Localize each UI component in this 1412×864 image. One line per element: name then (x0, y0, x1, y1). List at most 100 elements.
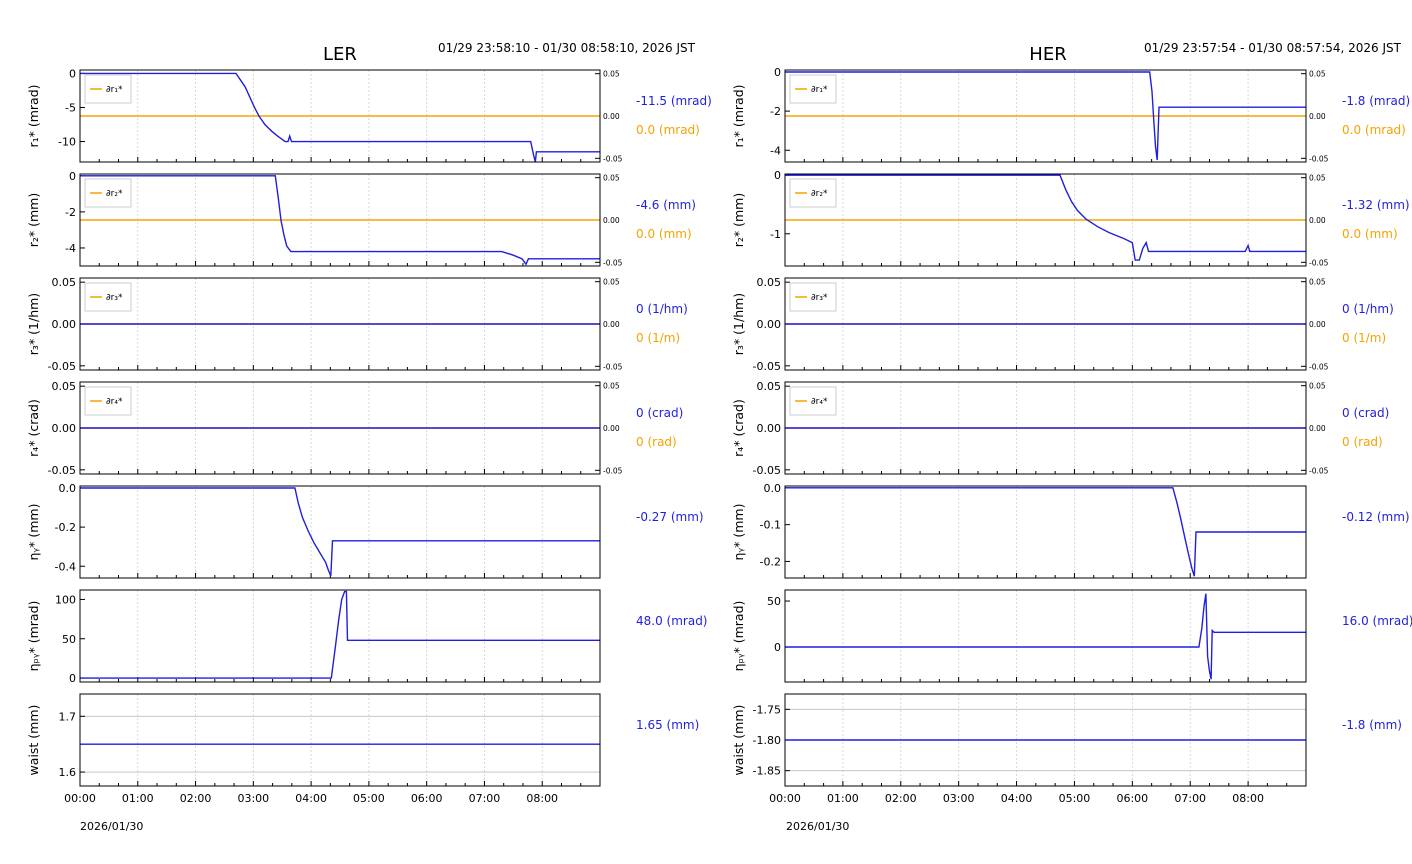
aux-value-label: 0.0 (mrad) (636, 123, 700, 137)
main-series-line (80, 487, 600, 577)
legend-label: ∂r₂* (106, 189, 123, 199)
y-axis-label: r₂* (mm) (26, 193, 41, 247)
main-series-line (785, 487, 1306, 577)
x-tick-label: 00:00 (769, 792, 801, 805)
current-value-label: 0 (1/hm) (636, 302, 688, 316)
x-tick-label: 03:00 (943, 792, 975, 805)
panel-frame (784, 485, 1307, 579)
current-value-label: 0 (crad) (636, 406, 683, 420)
y-tick-label: 0.05 (52, 380, 77, 393)
y-axis-label: r₂* (mm) (731, 193, 746, 247)
panel-6: 100 50 0 ηₚᵧ* (mrad) 48.0 (mrad) (26, 589, 708, 685)
main-series-line (80, 590, 600, 679)
panel-5: 0.0 -0.2 -0.4 ηᵧ* (mm) -0.27 (mm) (26, 482, 704, 579)
current-value-label: -4.6 (mm) (636, 198, 696, 212)
y-axis-label: ηᵧ* (mm) (731, 504, 746, 561)
current-value-label: 1.65 (mm) (636, 718, 699, 732)
current-value-label: -1.8 (mrad) (1342, 94, 1410, 108)
panel-3: 0.05 0.00 -0.05 0.05 0.00 -0.05 ∂r₃* r₃* (1/hm)… (731, 276, 1394, 373)
right-y-tick-label: 0.00 (1309, 216, 1326, 225)
y-tick-label: 0.05 (52, 276, 77, 289)
x-tick-label: 01:00 (827, 792, 859, 805)
legend: ∂r₃* (789, 282, 837, 312)
y-tick-label: 1.6 (59, 766, 77, 779)
date-label: 2026/01/30 (80, 820, 143, 833)
x-tick-label: 08:00 (526, 792, 558, 805)
panel-frame (79, 381, 601, 475)
y-tick-label: 0 (69, 170, 76, 183)
current-value-label: 0 (crad) (1342, 406, 1389, 420)
legend: ∂r₂* (84, 178, 132, 208)
y-tick-label: -4 (65, 242, 76, 255)
current-value-label: 0 (1/hm) (1342, 302, 1394, 316)
right-y-tick-label: 0.05 (603, 278, 620, 287)
y-tick-label: 0 (774, 641, 781, 654)
main-series-line (785, 174, 1306, 261)
right-y-tick-label: 0.00 (1309, 112, 1326, 121)
aux-value-label: 0 (rad) (636, 435, 677, 449)
y-tick-label: -1.75 (753, 703, 781, 716)
right-y-tick-label: -0.05 (1309, 362, 1329, 371)
panel-frame (79, 173, 601, 267)
x-tick-label: 05:00 (353, 792, 385, 805)
panel-7: 1.7 1.6 waist (mm) 1.65 (mm) (26, 693, 699, 787)
right-y-tick-label: 0.05 (1309, 174, 1326, 183)
y-tick-label: 0.00 (52, 318, 77, 331)
y-tick-label: -0.1 (760, 519, 781, 532)
panel-frame (784, 173, 1307, 267)
x-tick-label: 04:00 (295, 792, 327, 805)
x-tick-label: 08:00 (1232, 792, 1264, 805)
y-tick-label: -0.2 (55, 521, 76, 534)
y-tick-label: -1.85 (753, 765, 781, 778)
panel-4: 0.05 0.00 -0.05 0.05 0.00 -0.05 ∂r₄* r₄* (crad)… (26, 380, 683, 477)
aux-value-label: 0.0 (mm) (636, 227, 692, 241)
x-tick-label: 02:00 (885, 792, 917, 805)
panel-frame (784, 277, 1307, 371)
right-y-tick-label: -0.05 (1309, 154, 1329, 163)
y-axis-label: ηₚᵧ* (mrad) (26, 601, 41, 672)
y-tick-label: -2 (770, 105, 781, 118)
y-axis-label: waist (mm) (731, 705, 746, 776)
aux-value-label: 0.0 (mm) (1342, 227, 1398, 241)
y-tick-label: -0.05 (48, 464, 76, 477)
y-tick-label: 0.05 (757, 276, 782, 289)
current-value-label: -0.27 (mm) (636, 510, 704, 524)
panel-frame (784, 381, 1307, 475)
right-y-tick-label: 0.05 (603, 70, 620, 79)
current-value-label: -11.5 (mrad) (636, 94, 712, 108)
x-tick-label: 00:00 (64, 792, 96, 805)
y-tick-label: 100 (55, 593, 76, 606)
chart-title: LER (323, 44, 357, 65)
right-y-tick-label: -0.05 (603, 154, 623, 163)
y-tick-label: 0 (774, 66, 781, 79)
right-y-tick-label: 0.05 (603, 382, 620, 391)
right-y-tick-label: 0.00 (603, 216, 620, 225)
aux-value-label: 0 (rad) (1342, 435, 1383, 449)
y-axis-label: r₃* (1/hm) (731, 293, 746, 355)
legend: ∂r₄* (789, 386, 837, 416)
current-value-label: 48.0 (mrad) (636, 614, 708, 628)
panel-3: 0.05 0.00 -0.05 0.05 0.00 -0.05 ∂r₃* r₃* (1/hm)… (26, 276, 688, 373)
panel-5: 0.0 -0.1 -0.2 ηᵧ* (mm) -0.12 (mm) (731, 482, 1410, 579)
y-tick-label: 0.0 (59, 482, 77, 495)
right-y-tick-label: 0.00 (603, 424, 620, 433)
x-tick-label: 03:00 (237, 792, 269, 805)
x-tick-label: 06:00 (1116, 792, 1148, 805)
y-tick-label: -2 (65, 206, 76, 219)
y-tick-label: 0.00 (52, 422, 77, 435)
x-tick-label: 06:00 (411, 792, 443, 805)
panel-4: 0.05 0.00 -0.05 0.05 0.00 -0.05 ∂r₄* r₄* (crad)… (731, 380, 1389, 477)
right-y-tick-label: 0.05 (1309, 278, 1326, 287)
y-tick-label: -10 (58, 136, 76, 149)
y-tick-label: -4 (770, 144, 781, 157)
panel-frame (784, 589, 1307, 683)
x-tick-label: 05:00 (1059, 792, 1091, 805)
date-label: 2026/01/30 (786, 820, 849, 833)
legend: ∂r₁* (84, 74, 132, 104)
y-tick-label: -0.05 (753, 360, 781, 373)
panel-frame (784, 693, 1307, 787)
y-axis-label: r₄* (crad) (731, 399, 746, 457)
panel-frame (79, 69, 601, 163)
panel-2: 0 -2 -4 0.05 0.00 -0.05 ∂r₂* r₂* (mm) -4.6 (mm) 0… (26, 170, 696, 268)
main-series-line (785, 593, 1306, 680)
